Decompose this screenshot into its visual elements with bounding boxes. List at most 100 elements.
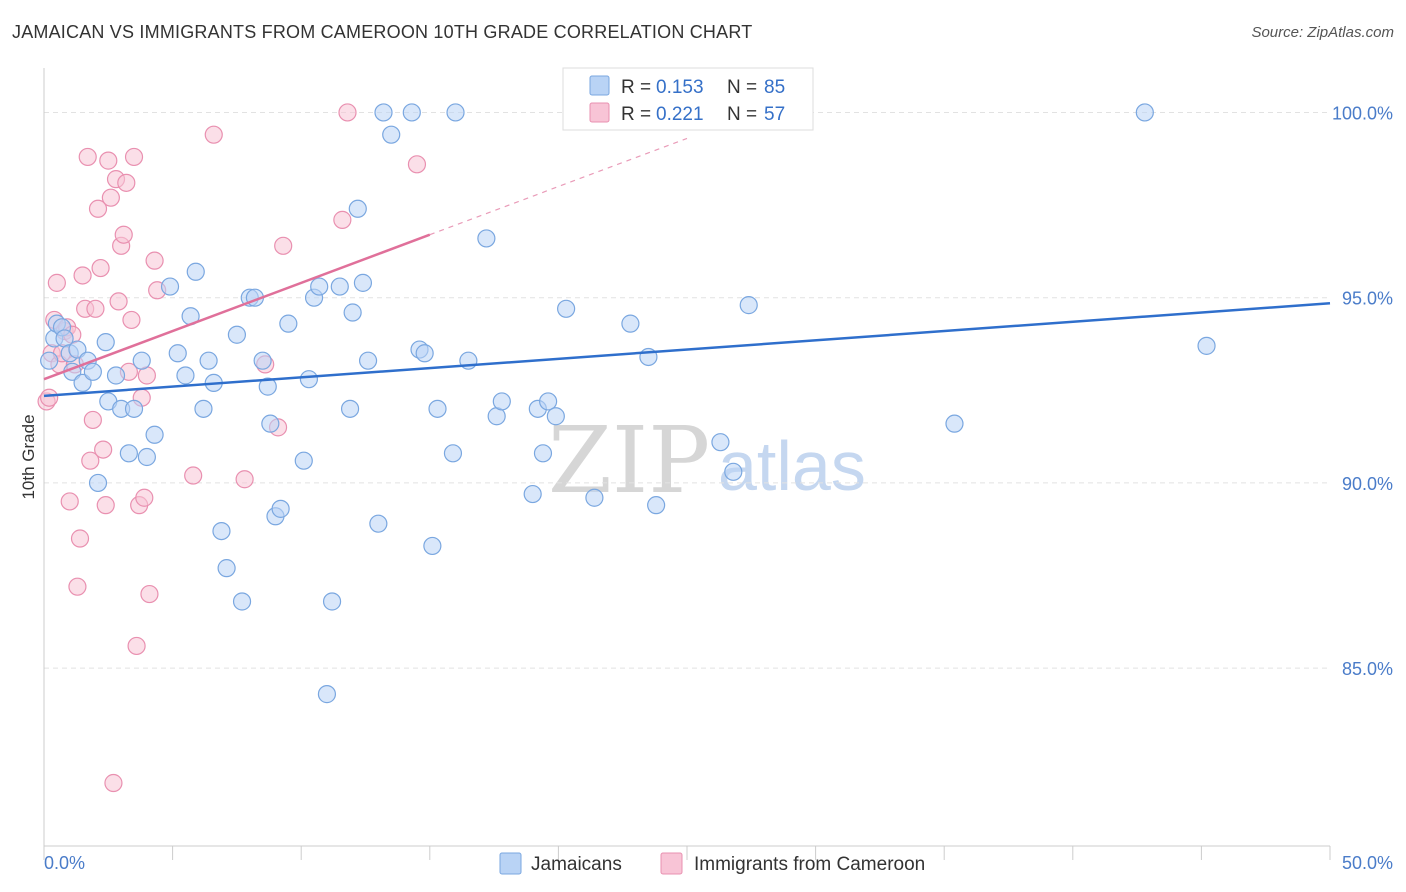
jamaican-point: [145, 425, 164, 444]
y-tick-label: 100.0%: [1332, 103, 1393, 123]
legend-r-label-2: R =: [621, 104, 651, 125]
jamaican-point: [711, 433, 730, 452]
jamaican-point: [353, 273, 373, 292]
jamaican-point: [446, 103, 465, 122]
cameroon-point: [70, 529, 90, 548]
cameroon-point: [124, 147, 144, 167]
jamaican-point: [137, 447, 156, 467]
jamaican-point: [73, 373, 92, 393]
legend-r-value-1: 0.153: [656, 77, 704, 98]
trend-line-cameroon: [43, 233, 431, 381]
cameroon-point: [338, 103, 357, 122]
x-ticks: [43, 846, 1331, 860]
jamaican-point: [374, 103, 393, 122]
cameroon-point: [40, 388, 59, 407]
legend-r-value-2: 0.221: [656, 104, 704, 125]
series-cameroon-points: [37, 103, 427, 793]
cameroon-point: [135, 488, 154, 507]
jamaican-point: [168, 344, 187, 363]
watermark-zip: ZIP: [548, 407, 710, 514]
legend-r-label-1: R =: [621, 77, 651, 98]
jamaican-point: [194, 399, 213, 418]
source-label: Source: ZipAtlas.com: [1251, 24, 1394, 41]
y-tick-labels: 85.0% 90.0% 95.0% 100.0%: [1332, 103, 1393, 679]
jamaican-point: [160, 277, 180, 296]
y-tick-label: 95.0%: [1342, 289, 1393, 309]
legend-n-value-2: 57: [764, 104, 785, 125]
jamaican-point: [557, 299, 576, 318]
jamaican-point: [176, 366, 195, 385]
jamaican-point: [428, 399, 447, 418]
jamaican-point: [945, 414, 964, 433]
jamaican-point: [132, 351, 151, 370]
jamaican-point: [96, 333, 115, 352]
jamaican-point: [402, 103, 421, 122]
jamaican-point: [258, 377, 277, 396]
jamaican-point: [423, 536, 442, 556]
cameroon-point: [140, 584, 159, 604]
cameroon-point: [91, 258, 110, 278]
chart-title: JAMAICAN VS IMMIGRANTS FROM CAMEROON 10T…: [12, 22, 753, 42]
jamaican-point: [40, 351, 59, 370]
cameroon-point: [68, 577, 87, 596]
jamaican-point: [88, 473, 108, 493]
jamaican-point: [232, 592, 252, 611]
jamaican-point: [212, 521, 231, 541]
jamaican-point: [330, 277, 349, 296]
x-tick-label-max: 50.0%: [1342, 853, 1393, 873]
cameroon-point: [114, 225, 133, 244]
jamaican-point: [299, 370, 319, 389]
jamaican-point: [253, 351, 272, 370]
cameroon-point: [235, 470, 254, 489]
cameroon-point: [407, 155, 427, 174]
trend-lines: [43, 137, 1331, 398]
cameroon-point: [274, 236, 293, 255]
jamaican-point: [382, 125, 401, 144]
cameroon-point: [127, 636, 146, 656]
cameroon-point: [94, 440, 113, 459]
jamaican-point: [124, 399, 144, 418]
jamaican-point: [343, 303, 362, 322]
jamaican-point: [358, 351, 378, 370]
jamaican-point: [477, 229, 496, 248]
cameroon-point: [99, 151, 118, 170]
cameroon-point: [109, 292, 128, 311]
jamaican-point: [217, 559, 236, 578]
jamaican-point: [1197, 336, 1216, 355]
jamaican-point: [533, 444, 553, 463]
cameroon-point: [78, 147, 97, 167]
legend-n-label-2: N =: [727, 104, 757, 125]
jamaican-point: [271, 499, 290, 518]
cameroon-point: [333, 210, 352, 229]
jamaican-point: [83, 362, 102, 381]
jamaican-point: [119, 444, 138, 463]
bottom-legend-swatch-cameroon: [660, 852, 683, 875]
cameroon-point: [184, 466, 203, 485]
jamaican-point: [348, 199, 367, 218]
jamaican-point: [322, 592, 342, 611]
jamaican-point: [621, 314, 640, 333]
jamaican-point: [199, 351, 218, 370]
jamaican-point: [369, 514, 388, 533]
jamaican-point: [279, 314, 298, 333]
watermark-atlas: atlas: [718, 427, 866, 505]
jamaican-point: [443, 444, 463, 463]
jamaican-point: [415, 344, 434, 363]
legend-n-value-1: 85: [764, 77, 785, 98]
cameroon-point: [204, 125, 223, 144]
cameroon-point: [122, 310, 141, 330]
jamaican-point: [261, 414, 280, 433]
jamaican-point: [340, 399, 360, 418]
cameroon-point: [117, 173, 136, 192]
y-axis-title: 10th Grade: [19, 414, 38, 499]
cameroon-point: [145, 251, 164, 270]
legend-swatch-cameroon: [589, 102, 610, 123]
bottom-legend: Jamaicans Immigrants from Cameroon: [499, 852, 925, 875]
jamaican-point: [647, 496, 666, 515]
bottom-legend-swatch-jamaicans: [499, 852, 522, 875]
jamaican-point: [227, 325, 246, 344]
bottom-legend-label-jamaicans: Jamaicans: [531, 854, 622, 875]
jamaican-point: [1135, 103, 1154, 122]
cameroon-point: [88, 199, 108, 218]
